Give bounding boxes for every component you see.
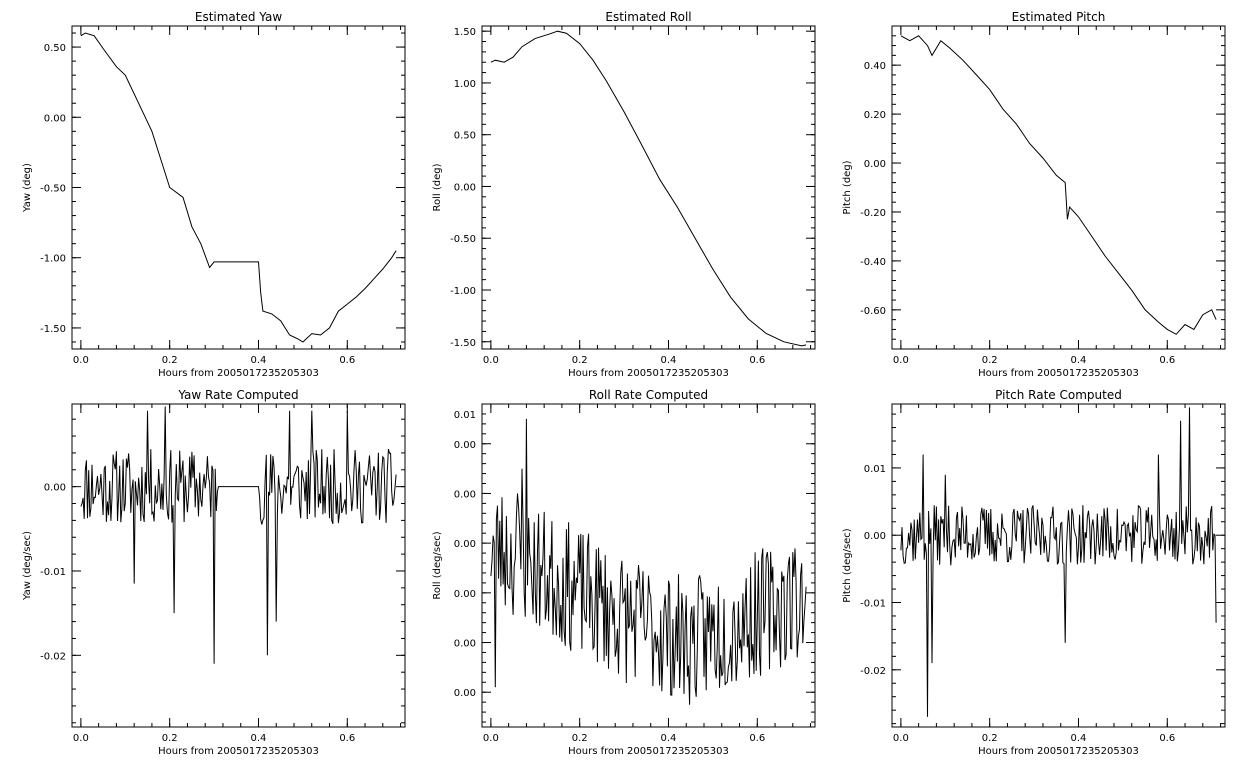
plot-frame	[71, 403, 406, 728]
x-tick-label: 0.2	[572, 733, 588, 744]
pitch-panel: Estimated Pitch 0.0 0.2 0.4 0.6 -0.60 -0.40 -0.…	[842, 10, 1226, 379]
y-tick-label: 0.00	[454, 440, 476, 451]
y-tick-label: 0.00	[454, 688, 476, 699]
x-tick-label: 0.6	[339, 733, 355, 744]
x-axis-label: Hours from 2005017235205303	[978, 746, 1139, 757]
x-axis-label: Hours from 2005017235205303	[158, 368, 319, 379]
y-tick-label: -1.00	[40, 254, 66, 265]
x-axis-label: Hours from 2005017235205303	[978, 368, 1139, 379]
pitch-rate-panel: Pitch Rate Computed 0.0 0.2 0.4 0.6 -0.02 -0.0…	[842, 388, 1226, 757]
plot-frame	[71, 25, 406, 350]
series-line	[490, 30, 807, 347]
y-axis-label: Yaw (deg/sec)	[22, 531, 33, 601]
y-tick-label: 0.00	[44, 113, 66, 124]
roll-rate-panel: Roll Rate Computed 0.0 0.2 0.4 0.6 0.00 0.00 0.…	[432, 388, 816, 757]
x-tick-label: 0.2	[982, 355, 998, 366]
x-tick-label: 0.6	[1159, 355, 1175, 366]
chart-title: Pitch Rate Computed	[995, 388, 1122, 402]
y-tick-label: 0.00	[44, 483, 66, 494]
yaw-rate-panel: Yaw Rate Computed 0.0 0.2 0.4 0.6 -0.02 -0.01 0…	[22, 388, 406, 757]
x-tick-label: 0.0	[483, 733, 499, 744]
chart-title: Estimated Pitch	[1012, 10, 1106, 24]
x-axis-label: Hours from 2005017235205303	[568, 368, 729, 379]
series-line	[490, 418, 807, 705]
series-line	[900, 407, 1217, 717]
x-tick-label: 0.4	[661, 355, 677, 366]
y-tick-label: 1.50	[454, 27, 476, 38]
roll-panel: Estimated Roll 0.0 0.2 0.4 0.6 -1.50 -1.00 -0.5…	[432, 10, 816, 379]
plot-frame	[891, 403, 1226, 728]
chart-title: Roll Rate Computed	[589, 388, 708, 402]
x-tick-label: 0.6	[339, 355, 355, 366]
y-tick-label: -0.01	[860, 599, 886, 610]
yaw-panel: Estimated Yaw 0.0 0.2 0.4 0.6 -1.50 -1.00 -0.50…	[22, 10, 406, 379]
x-tick-label: 0.0	[73, 733, 89, 744]
x-tick-label: 0.2	[572, 355, 588, 366]
plot-frame	[481, 25, 816, 350]
y-tick-label: 0.00	[454, 489, 476, 500]
x-tick-label: 0.4	[1071, 355, 1087, 366]
x-tick-label: 0.0	[73, 355, 89, 366]
y-tick-label: 0.50	[44, 43, 66, 54]
x-tick-label: 0.4	[251, 355, 267, 366]
y-tick-label: 0.01	[864, 464, 886, 475]
y-tick-label: 0.00	[454, 639, 476, 650]
y-tick-label: -0.40	[860, 257, 886, 268]
x-tick-label: 0.0	[483, 355, 499, 366]
y-tick-label: 0.40	[864, 61, 886, 72]
y-axis-label: Pitch (deg/sec)	[842, 528, 853, 603]
plot-frame	[481, 403, 816, 728]
y-tick-label: -0.01	[40, 567, 66, 578]
x-tick-label: 0.6	[749, 355, 765, 366]
x-tick-label: 0.2	[982, 733, 998, 744]
x-tick-label: 0.6	[749, 733, 765, 744]
y-tick-label: -0.02	[40, 651, 66, 662]
chart-title: Estimated Roll	[605, 10, 691, 24]
y-tick-label: -1.50	[40, 324, 66, 335]
y-axis-label: Roll (deg/sec)	[432, 531, 443, 599]
y-tick-label: 0.01	[454, 410, 476, 421]
x-tick-label: 0.4	[661, 733, 677, 744]
series-line	[900, 35, 1217, 335]
x-tick-label: 0.2	[162, 733, 178, 744]
y-tick-label: -1.00	[450, 286, 476, 297]
y-tick-label: 0.00	[454, 539, 476, 550]
x-tick-label: 0.4	[251, 733, 267, 744]
x-tick-label: 0.6	[1159, 733, 1175, 744]
y-tick-label: 1.00	[454, 79, 476, 90]
y-tick-label: -0.50	[40, 184, 66, 195]
y-tick-label: 0.00	[454, 589, 476, 600]
y-tick-label: 0.00	[864, 159, 886, 170]
y-axis-label: Yaw (deg)	[22, 163, 33, 213]
x-axis-label: Hours from 2005017235205303	[158, 746, 319, 757]
y-axis-label: Pitch (deg)	[842, 160, 853, 214]
y-tick-label: 0.00	[454, 182, 476, 193]
y-tick-label: -1.50	[450, 338, 476, 349]
y-tick-label: -0.50	[450, 234, 476, 245]
plot-frame	[891, 25, 1226, 350]
x-tick-label: 0.4	[1071, 733, 1087, 744]
y-axis-label: Roll (deg)	[432, 163, 443, 211]
y-tick-label: -0.20	[860, 208, 886, 219]
x-tick-label: 0.2	[162, 355, 178, 366]
x-tick-label: 0.0	[893, 355, 909, 366]
y-tick-label: 0.00	[864, 531, 886, 542]
y-tick-label: -0.02	[860, 666, 886, 677]
chart-title: Yaw Rate Computed	[177, 388, 298, 402]
series-line	[80, 32, 397, 343]
chart-title: Estimated Yaw	[195, 10, 282, 24]
y-tick-label: 0.50	[454, 131, 476, 142]
y-tick-label: -0.60	[860, 306, 886, 317]
x-axis-label: Hours from 2005017235205303	[568, 746, 729, 757]
x-tick-label: 0.0	[893, 733, 909, 744]
y-tick-label: 0.20	[864, 110, 886, 121]
series-line	[80, 406, 397, 664]
